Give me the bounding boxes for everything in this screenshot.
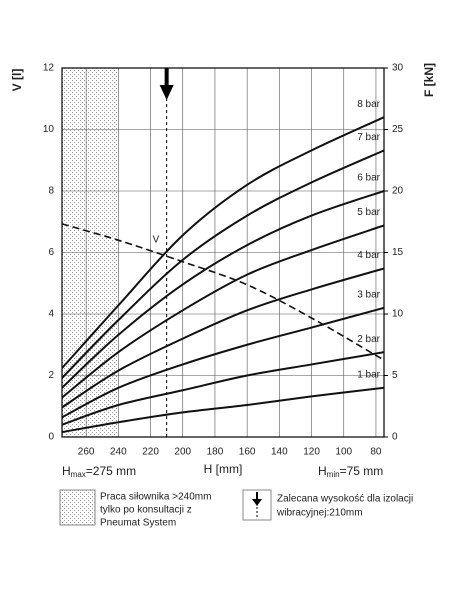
series-label: V <box>153 234 160 245</box>
y-tick-label: 8 <box>48 186 54 197</box>
y-axis-label: V [l] <box>10 69 24 92</box>
y-tick-label: 4 <box>48 309 54 320</box>
series-label: 3 bar <box>357 289 380 300</box>
y2-tick-label: 30 <box>392 63 404 74</box>
line <box>61 116 385 369</box>
legend-arrow-head <box>252 499 262 506</box>
legend-text: Zalecana wysokość dla izolacji <box>277 494 413 505</box>
series-label: 6 bar <box>357 173 380 184</box>
y-tick-label: 10 <box>43 124 55 135</box>
h-max-label: Hmax=275 mm <box>62 464 136 479</box>
legend-text: tylko po konsultacji z <box>100 505 192 516</box>
y2-tick-label: 20 <box>392 186 404 197</box>
y2-tick-label: 15 <box>392 247 404 258</box>
x-tick-label: 180 <box>207 447 224 458</box>
y2-tick-label: 10 <box>392 309 404 320</box>
x-tick-label: 260 <box>78 447 95 458</box>
series-label: 4 bar <box>357 250 380 261</box>
series-label: 5 bar <box>357 207 380 218</box>
y-tick-label: 0 <box>48 432 54 443</box>
line <box>61 223 385 361</box>
y2-tick-label: 0 <box>392 432 398 443</box>
legend-text: Praca siłownika >240mm <box>100 492 211 503</box>
recommended-arrow-head <box>159 85 174 100</box>
x-tick-label: 120 <box>303 447 320 458</box>
y2-tick-label: 25 <box>392 124 404 135</box>
series-label: 7 bar <box>357 132 380 143</box>
legend-text: Pneumat System <box>100 518 176 529</box>
y-tick-label: 12 <box>43 63 55 74</box>
x-axis-label: H [mm] <box>204 462 243 476</box>
y2-tick-label: 5 <box>392 370 398 381</box>
x-tick-label: 240 <box>110 447 127 458</box>
y2-axis-label: F [kN] <box>422 63 436 97</box>
x-tick-label: 80 <box>370 447 382 458</box>
x-tick-label: 160 <box>239 447 256 458</box>
series-label: 8 bar <box>357 99 380 110</box>
h-min-label: Hmin=75 mm <box>318 464 383 479</box>
series-label: 2 bar <box>357 334 380 345</box>
legend-text: wibracyjnej:210mm <box>276 508 363 519</box>
line <box>61 306 385 419</box>
x-tick-label: 220 <box>142 447 159 458</box>
line <box>61 149 385 379</box>
line <box>61 190 385 389</box>
line <box>61 224 385 399</box>
legend-hatch <box>59 489 96 526</box>
plot-frame <box>61 67 385 438</box>
series-label: 1 bar <box>357 369 380 380</box>
y-tick-label: 6 <box>48 247 54 258</box>
line <box>61 386 385 434</box>
x-tick-label: 200 <box>174 447 191 458</box>
x-tick-label: 100 <box>335 447 352 458</box>
x-tick-label: 140 <box>271 447 288 458</box>
y-tick-label: 2 <box>48 370 54 381</box>
line <box>61 351 385 426</box>
line <box>61 267 385 409</box>
